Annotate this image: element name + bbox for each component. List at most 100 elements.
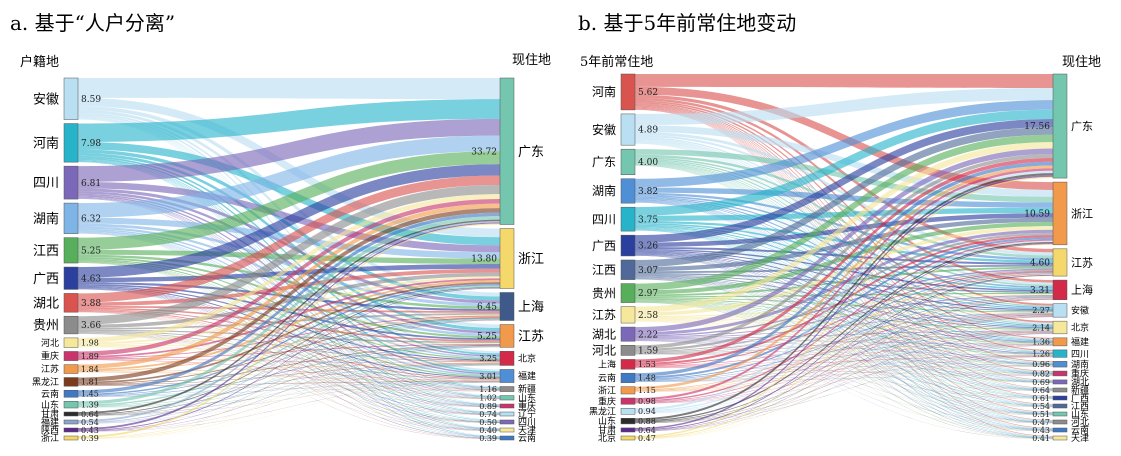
flow-江西-to-福建 bbox=[635, 276, 1053, 343]
flow-河南-to-湖南 bbox=[635, 105, 1053, 363]
source-node-重庆 bbox=[63, 351, 79, 361]
source-value: 1.15 bbox=[638, 386, 656, 395]
flow-福建-to-浙江 bbox=[78, 287, 500, 423]
flow-湖北-to-广东 bbox=[78, 175, 500, 303]
flow-江西-to-重庆 bbox=[78, 261, 500, 407]
target-value: 5.25 bbox=[477, 332, 497, 342]
flow-浙江-to-上海 bbox=[635, 297, 1053, 391]
flow-黑龙江-to-广东 bbox=[635, 170, 1053, 411]
flow-湖南-to-广东 bbox=[78, 135, 500, 218]
flow-江西-to-新疆 bbox=[635, 278, 1053, 391]
source-label: 贵州 bbox=[592, 286, 616, 300]
target-value: 33.72 bbox=[471, 147, 497, 157]
flow-广西-to-广东 bbox=[78, 164, 500, 278]
flow-广东-to-湖南 bbox=[635, 162, 1053, 364]
source-label: 湖北 bbox=[33, 296, 59, 311]
flow-贵州-to-广东 bbox=[78, 185, 500, 325]
flow-陕西-to-广东 bbox=[78, 222, 500, 430]
source-value: 1.48 bbox=[638, 374, 656, 383]
flow-广西-to-江苏 bbox=[635, 247, 1053, 265]
flow-湖北-to-江西 bbox=[635, 340, 1053, 408]
source-value: 6.32 bbox=[81, 215, 101, 225]
flow-湖南-to-四川 bbox=[78, 233, 500, 422]
flow-安徽-to-广东 bbox=[78, 78, 500, 100]
flow-河北-to-广东 bbox=[635, 154, 1053, 349]
flow-广东-to-江苏 bbox=[635, 154, 1053, 258]
target-node-湖北 bbox=[1052, 379, 1068, 385]
source-node-云南 bbox=[620, 372, 636, 383]
target-label: 上海 bbox=[518, 300, 544, 315]
flow-河北-to-四川 bbox=[78, 347, 500, 424]
flow-黑龙江-to-北京 bbox=[635, 333, 1053, 414]
flow-山东-to-浙江 bbox=[635, 242, 1053, 422]
flow-江西-to-辽宁 bbox=[78, 262, 500, 415]
flow-四川-to-新疆 bbox=[78, 196, 500, 389]
flow-河南-to-天津 bbox=[635, 109, 1053, 437]
panel-a: a. 基于“人户分离” 户籍地 现住地 安徽 8.59 河南 7.98 四川 6.81 湖南… bbox=[10, 11, 551, 444]
flow-黑龙江-to-安徽 bbox=[635, 316, 1053, 413]
flow-四川-to-山东 bbox=[635, 229, 1053, 414]
source-node-江西 bbox=[63, 237, 79, 264]
target-node-浙江 bbox=[1052, 181, 1068, 246]
target-value: 0.64 bbox=[1032, 386, 1050, 395]
flow-江西-to-浙江 bbox=[635, 217, 1053, 272]
flow-江苏-to-浙江 bbox=[635, 226, 1053, 317]
flow-江西-to-河北 bbox=[635, 278, 1053, 423]
flow-山东-to-四川 bbox=[635, 357, 1053, 424]
flow-重庆-to-江苏 bbox=[78, 343, 500, 360]
flow-湖南-to-重庆 bbox=[635, 200, 1053, 374]
flow-湖南-to-山东 bbox=[78, 231, 500, 398]
flow-湖南-to-重庆 bbox=[78, 232, 500, 407]
source-label: 福建 bbox=[41, 416, 59, 428]
flow-四川-to-安徽 bbox=[635, 224, 1053, 310]
flow-湖南-to-河北 bbox=[635, 202, 1053, 422]
source-value: 0.98 bbox=[638, 397, 656, 406]
source-value: 6.81 bbox=[81, 179, 101, 189]
flow-黑龙江-to-江苏 bbox=[635, 274, 1053, 413]
panel-a-links bbox=[78, 78, 500, 440]
flow-浙江-to-福建 bbox=[635, 345, 1053, 392]
flow-安徽-to-新疆 bbox=[635, 141, 1053, 389]
target-label: 江西 bbox=[1071, 401, 1089, 412]
source-label: 黑龙江 bbox=[32, 376, 59, 388]
target-value: 1.36 bbox=[1032, 338, 1050, 347]
flow-甘肃-to-上海 bbox=[635, 299, 1053, 431]
target-label: 湖南 bbox=[1071, 358, 1089, 370]
flow-湖南-to-天津 bbox=[78, 233, 500, 430]
source-value: 1.84 bbox=[81, 365, 99, 374]
source-value: 4.63 bbox=[81, 274, 101, 284]
source-node-湖南 bbox=[620, 178, 636, 204]
flow-四川-to-天津 bbox=[635, 230, 1053, 438]
flow-重庆-to-北京 bbox=[78, 359, 500, 364]
flow-云南-to-江苏 bbox=[78, 345, 500, 397]
source-node-广西 bbox=[63, 266, 79, 290]
source-node-安徽 bbox=[620, 113, 636, 146]
source-label: 甘肃 bbox=[41, 408, 59, 420]
source-node-山东 bbox=[620, 418, 636, 425]
flow-广西-to-北京 bbox=[78, 285, 500, 361]
target-node-河北 bbox=[1052, 419, 1068, 425]
flow-贵州-to-湖北 bbox=[635, 300, 1053, 383]
flow-重庆-to-江苏 bbox=[635, 273, 1053, 403]
source-value: 3.07 bbox=[638, 266, 658, 276]
source-label: 广东 bbox=[592, 155, 616, 169]
source-node-江苏 bbox=[620, 306, 636, 324]
flow-重庆-to-广东 bbox=[78, 198, 500, 356]
flow-贵州-to-福建 bbox=[78, 331, 500, 380]
flow-广西-to-云南 bbox=[635, 255, 1053, 431]
target-value: 0.39 bbox=[479, 434, 497, 443]
target-node-重庆 bbox=[1052, 370, 1068, 377]
target-node-北京 bbox=[499, 351, 515, 366]
flow-江西-to-四川 bbox=[78, 262, 500, 423]
source-value: 1.81 bbox=[81, 378, 99, 387]
flow-云南-to-福建 bbox=[635, 344, 1053, 382]
flow-黑龙江-to-福建 bbox=[635, 345, 1053, 414]
flow-江苏-to-河北 bbox=[635, 321, 1053, 424]
target-label: 云南 bbox=[1071, 424, 1089, 436]
flow-重庆-to-浙江 bbox=[78, 278, 500, 358]
target-label: 福建 bbox=[518, 370, 536, 382]
flow-云南-to-上海 bbox=[635, 296, 1053, 381]
target-value: 0.40 bbox=[479, 426, 497, 435]
source-label: 安徽 bbox=[33, 92, 59, 107]
